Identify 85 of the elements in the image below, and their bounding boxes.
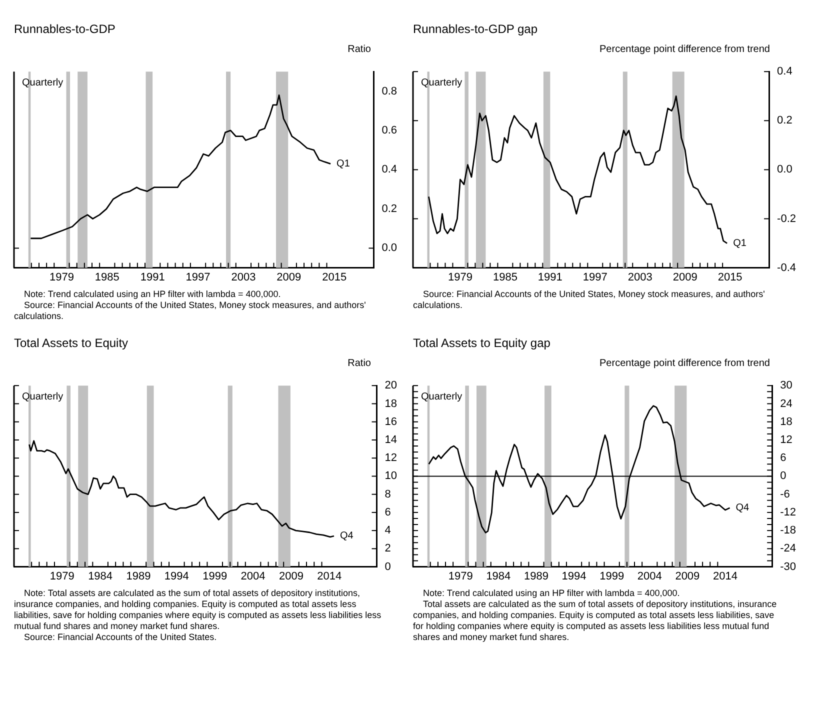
y-axis-title: Ratio xyxy=(346,358,372,369)
annotation: Q1 xyxy=(336,158,350,170)
x-tick-label: 1989 xyxy=(126,570,151,582)
x-tick-label: 1999 xyxy=(600,570,624,582)
annotation: Q4 xyxy=(340,530,354,542)
chart-title: Runnables-to-GDP xyxy=(14,22,116,36)
y-tick-label: 0.4 xyxy=(382,164,398,176)
x-tick-label: 1984 xyxy=(88,570,113,582)
x-tick-label: 1979 xyxy=(448,570,473,582)
y-tick-label: 14 xyxy=(384,434,398,446)
chart-title: Runnables-to-GDP gap xyxy=(413,22,539,36)
y-tick-label: 6 xyxy=(384,506,391,518)
annotation: Q4 xyxy=(736,502,750,514)
x-tick-label: 1994 xyxy=(562,570,586,582)
x-tick-label: 1985 xyxy=(492,271,518,284)
x-tick-label: 1999 xyxy=(202,570,228,582)
x-tick-label: 1991 xyxy=(140,271,165,284)
annotation: Quarterly xyxy=(421,77,462,88)
annotation: Quarterly xyxy=(421,391,462,402)
y-tick-label: 12 xyxy=(384,452,398,464)
source-note: Source: Financial Accounts of the United States, Money stock measures, and authors' calculations. xyxy=(413,289,766,311)
y-tick-label: 16 xyxy=(384,416,398,428)
y-tick-label: -0.4 xyxy=(777,262,796,274)
annotation: Quarterly xyxy=(22,391,64,402)
x-tick-label: 2004 xyxy=(240,570,266,582)
chart-title: Total Assets to Equity gap xyxy=(413,336,552,350)
x-tick-label: 1991 xyxy=(538,271,562,284)
y-tick-label: 18 xyxy=(780,416,792,428)
text: Note: Trend calculated using an HP filter with lambda = 400,000. xyxy=(23,289,282,300)
x-tick-label: 2003 xyxy=(231,271,256,284)
y-tick-label: -24 xyxy=(780,542,796,555)
x-tick-label: 2004 xyxy=(637,570,662,582)
x-tick-label: 2015 xyxy=(718,271,742,284)
y-tick-label: 0.8 xyxy=(382,85,398,98)
chart-title: Total Assets to Equity xyxy=(14,336,130,350)
x-tick-label: 1985 xyxy=(94,271,120,284)
y-tick-label: 0.4 xyxy=(777,66,792,78)
text: Total assets are calculated as the sum of total assets of depository institutions, insurance companies, and holding companies. Equity is computed as total assets less liabilities, save for holding companies where equity is computed as assets less liabilities less mutual fund shares and money market fund shares. xyxy=(413,599,778,643)
y-tick-label: 0.6 xyxy=(382,124,398,136)
x-tick-label: 1979 xyxy=(49,271,74,284)
x-tick-label: 1989 xyxy=(524,570,548,582)
y-tick-label: -30 xyxy=(780,560,796,573)
y-tick-label: 0 xyxy=(384,560,391,573)
y-tick-label: 24 xyxy=(780,398,792,410)
x-tick-label: 2014 xyxy=(317,570,342,582)
x-tick-label: 2009 xyxy=(276,271,302,284)
x-tick-label: 2009 xyxy=(675,570,700,582)
annotation: Quarterly xyxy=(22,77,64,88)
text: Note: Total assets are calculated as the sum of total assets of depository institutions, insurance companies, and holding companies. Equity is computed as total assets less liabilities, save for holding companies where equity is computed as assets less liabilities less mutual fund shares and money market fund shares. xyxy=(14,588,382,632)
x-tick-label: 1997 xyxy=(186,271,210,284)
y-tick-label: 0 xyxy=(780,470,786,482)
x-tick-label: 2003 xyxy=(628,271,652,284)
y-tick-label: 0.0 xyxy=(777,164,792,176)
annotation: Q1 xyxy=(733,238,747,250)
x-tick-label: 2009 xyxy=(278,570,304,582)
x-tick-label: 1979 xyxy=(448,271,472,284)
y-tick-label: 2 xyxy=(384,542,391,555)
y-axis-title: Percentage point difference from trend xyxy=(598,44,771,55)
y-tick-label: 0.0 xyxy=(382,242,398,254)
x-tick-label: 1994 xyxy=(164,570,189,582)
x-tick-label: 2009 xyxy=(672,271,698,284)
x-tick-label: 1997 xyxy=(582,271,608,284)
y-tick-label: 8 xyxy=(384,488,391,500)
y-tick-label: 0.2 xyxy=(382,202,398,215)
y-tick-label: 20 xyxy=(384,380,398,392)
y-tick-label: 18 xyxy=(384,398,398,410)
x-tick-label: 1979 xyxy=(50,570,74,582)
y-tick-label: -18 xyxy=(780,524,796,537)
y-tick-label: 30 xyxy=(780,380,792,392)
x-tick-label: 1984 xyxy=(486,570,511,582)
x-tick-label: 2014 xyxy=(712,570,738,582)
y-tick-label: -6 xyxy=(780,488,790,500)
y-tick-label: 10 xyxy=(384,470,398,482)
y-tick-label: 6 xyxy=(780,452,786,464)
y-tick-label: 12 xyxy=(780,434,792,446)
y-tick-label: -0.2 xyxy=(777,212,796,225)
y-tick-label: 4 xyxy=(384,524,391,537)
y-axis-title: Percentage point difference from trend xyxy=(598,358,771,369)
x-tick-label: 2015 xyxy=(322,271,347,284)
y-tick-label: -12 xyxy=(780,506,796,518)
text: Note: Trend calculated using an HP filter with lambda = 400,000. xyxy=(422,588,681,599)
y-axis-title: Ratio xyxy=(346,44,372,55)
y-tick-label: 0.2 xyxy=(777,114,792,127)
source-note: Source: Financial Accounts of the United States. xyxy=(23,632,218,643)
source-note: Source: Financial Accounts of the United States, Money stock measures, and authors' calculations. xyxy=(14,300,367,322)
